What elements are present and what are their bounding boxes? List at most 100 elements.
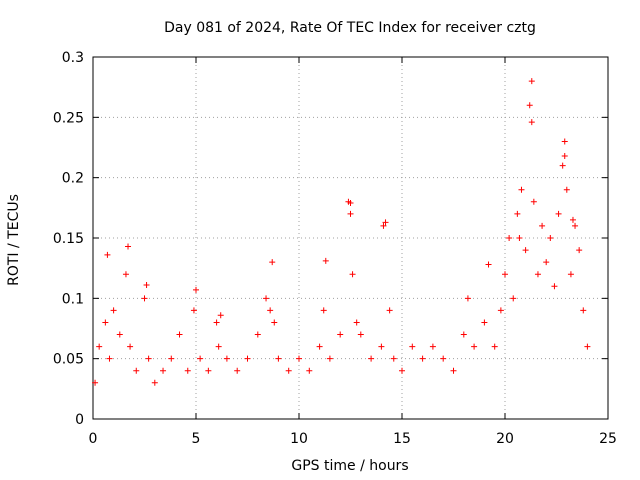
data-point bbox=[543, 259, 550, 266]
data-point bbox=[464, 295, 471, 302]
data-point bbox=[572, 222, 579, 229]
data-point bbox=[559, 162, 566, 169]
data-point bbox=[534, 271, 541, 278]
data-point bbox=[419, 355, 426, 362]
data-point bbox=[506, 235, 513, 241]
data-point bbox=[96, 343, 103, 350]
data-point bbox=[110, 307, 117, 314]
data-point bbox=[254, 331, 261, 338]
data-point bbox=[141, 295, 148, 302]
grid-lines bbox=[93, 57, 608, 419]
data-point bbox=[151, 379, 158, 386]
data-point bbox=[497, 307, 504, 314]
data-point bbox=[271, 319, 278, 326]
data-point bbox=[322, 257, 329, 264]
data-point bbox=[378, 343, 385, 350]
data-point bbox=[306, 367, 313, 374]
data-point bbox=[530, 198, 537, 205]
data-point bbox=[275, 355, 282, 362]
y-tick-label: 0.2 bbox=[62, 171, 84, 187]
data-point bbox=[569, 216, 576, 223]
x-tick-label: 0 bbox=[89, 431, 98, 447]
data-point bbox=[450, 367, 457, 374]
data-point bbox=[160, 367, 167, 374]
data-point bbox=[263, 295, 270, 302]
data-point bbox=[213, 319, 220, 326]
data-point bbox=[528, 119, 535, 126]
data-point bbox=[116, 331, 123, 338]
data-point bbox=[143, 282, 150, 289]
data-point bbox=[510, 295, 517, 302]
data-point bbox=[347, 210, 354, 217]
data-point bbox=[349, 271, 356, 278]
data-point bbox=[234, 367, 241, 374]
data-point bbox=[337, 331, 344, 338]
data-point bbox=[357, 331, 364, 338]
data-point bbox=[267, 307, 274, 314]
data-point bbox=[547, 235, 554, 241]
data-point bbox=[481, 319, 488, 326]
data-point bbox=[551, 283, 558, 290]
data-point bbox=[522, 247, 529, 254]
data-point bbox=[516, 235, 523, 241]
data-point bbox=[104, 251, 111, 258]
data-point bbox=[429, 343, 436, 350]
x-tick-label: 25 bbox=[599, 431, 617, 447]
data-point bbox=[215, 343, 222, 350]
data-point bbox=[526, 102, 533, 109]
y-tick-label: 0.15 bbox=[53, 231, 84, 247]
data-point bbox=[197, 355, 204, 362]
y-tick-label: 0.1 bbox=[62, 291, 84, 307]
data-point bbox=[92, 379, 99, 386]
data-point bbox=[190, 307, 197, 314]
data-point bbox=[320, 307, 327, 314]
x-tick-label: 10 bbox=[290, 431, 308, 447]
data-points bbox=[92, 78, 591, 386]
chart-title: Day 081 of 2024, Rate Of TEC Index for r… bbox=[164, 20, 536, 36]
data-point bbox=[440, 355, 447, 362]
y-axis-label: ROTI / TECUs bbox=[6, 194, 22, 286]
data-point bbox=[269, 259, 276, 266]
data-point bbox=[555, 210, 562, 217]
data-point bbox=[285, 367, 292, 374]
data-point bbox=[491, 343, 498, 350]
data-point bbox=[471, 343, 478, 350]
data-point bbox=[316, 343, 323, 350]
data-point bbox=[539, 222, 546, 229]
data-point bbox=[127, 343, 134, 350]
data-point bbox=[168, 355, 175, 362]
data-point bbox=[347, 200, 354, 207]
x-tick-label: 20 bbox=[496, 431, 514, 447]
data-point bbox=[205, 367, 212, 374]
data-point bbox=[485, 261, 492, 268]
data-point bbox=[122, 271, 129, 278]
data-point bbox=[518, 186, 525, 193]
data-point bbox=[145, 355, 152, 362]
data-point bbox=[244, 355, 251, 362]
x-tick-label: 15 bbox=[393, 431, 411, 447]
plot-frame bbox=[92, 56, 609, 420]
y-tick-label: 0 bbox=[75, 412, 84, 428]
data-point bbox=[382, 219, 389, 226]
data-point bbox=[567, 271, 574, 278]
data-point bbox=[514, 210, 521, 217]
data-point bbox=[368, 355, 375, 362]
data-point bbox=[409, 343, 416, 350]
data-point bbox=[576, 247, 583, 254]
data-point bbox=[102, 319, 109, 326]
data-point bbox=[584, 343, 591, 350]
data-point bbox=[460, 331, 467, 338]
data-point bbox=[399, 367, 405, 374]
y-tick-label: 0.05 bbox=[53, 352, 84, 368]
data-point bbox=[528, 78, 535, 85]
x-axis-label: GPS time / hours bbox=[291, 458, 408, 474]
data-point bbox=[176, 331, 183, 338]
data-point bbox=[296, 355, 302, 362]
data-point bbox=[563, 186, 570, 193]
data-point bbox=[353, 319, 360, 326]
y-tick-label: 0.25 bbox=[53, 110, 84, 126]
axis-ticks: 0 0.05 0.1 0.15 0.2 0.25 0.3 0 5 10 15 20 25 bbox=[53, 50, 617, 447]
data-point bbox=[106, 355, 113, 362]
data-point bbox=[561, 138, 568, 145]
